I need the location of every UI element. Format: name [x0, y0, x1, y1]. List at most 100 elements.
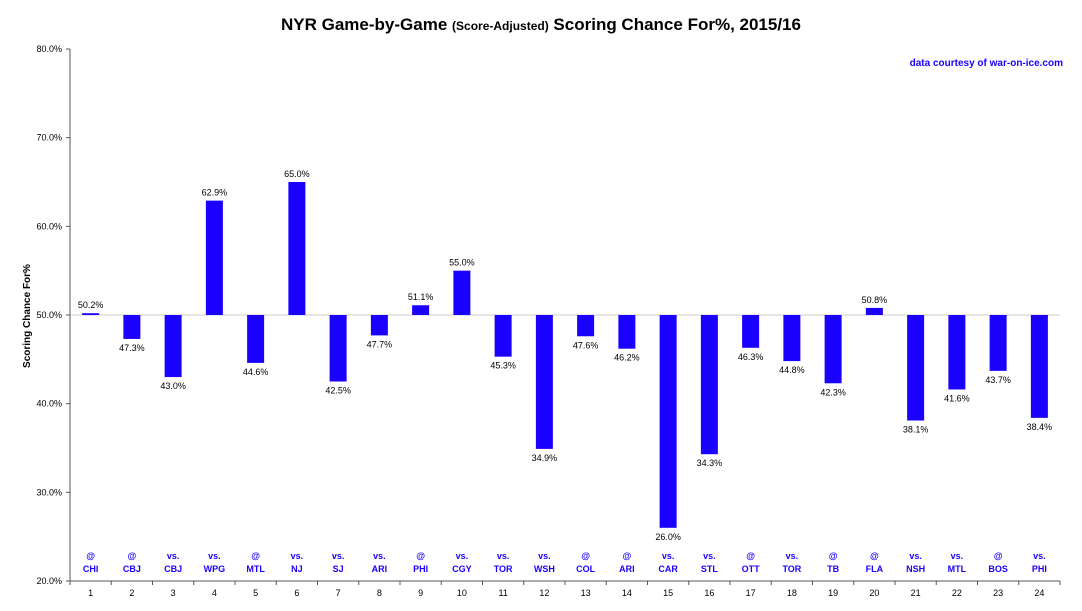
data-label-game-7: 42.5%: [325, 386, 351, 396]
opponent-prefix-game-2: @: [127, 551, 136, 561]
data-label-game-11: 45.3%: [490, 361, 516, 371]
x-tick-label-game-1: 1: [88, 588, 93, 598]
opponent-team-game-17: OTT: [742, 564, 760, 574]
opponent-prefix-game-5: @: [251, 551, 260, 561]
bar-game-18: [783, 315, 801, 362]
x-tick-label-game-9: 9: [418, 588, 423, 598]
bar-game-19: [824, 315, 842, 384]
data-credit: data courtesy of war-on-ice.com: [910, 58, 1063, 69]
data-label-game-1: 50.2%: [78, 300, 104, 310]
x-tick-label-game-8: 8: [377, 588, 382, 598]
bar-game-15: [659, 315, 677, 528]
data-label-game-6: 65.0%: [284, 169, 310, 179]
data-label-game-18: 44.8%: [779, 365, 805, 375]
opponent-team-game-21: NSH: [906, 564, 925, 574]
x-tick-label-game-19: 19: [828, 588, 838, 598]
opponent-team-game-18: TOR: [782, 564, 801, 574]
opponent-prefix-game-14: @: [622, 551, 631, 561]
bar-game-22: [948, 315, 966, 390]
opponent-team-game-12: WSH: [534, 564, 555, 574]
data-label-game-2: 47.3%: [119, 343, 145, 353]
opponent-team-game-7: SJ: [333, 564, 344, 574]
data-label-game-20: 50.8%: [862, 295, 888, 305]
bar-game-2: [123, 315, 141, 339]
opponent-team-game-22: MTL: [948, 564, 967, 574]
opponent-prefix-game-8: vs.: [373, 551, 386, 561]
bar-game-9: [412, 305, 430, 315]
x-tick-label-game-2: 2: [129, 588, 134, 598]
opponent-team-game-8: ARI: [372, 564, 388, 574]
opponent-prefix-game-9: @: [416, 551, 425, 561]
x-tick-label-game-7: 7: [336, 588, 341, 598]
opponent-prefix-game-3: vs.: [167, 551, 180, 561]
x-tick-label-game-10: 10: [457, 588, 467, 598]
opponent-prefix-game-22: vs.: [951, 551, 964, 561]
opponent-prefix-game-19: @: [829, 551, 838, 561]
bar-game-5: [247, 315, 265, 363]
opponent-team-game-24: PHI: [1032, 564, 1047, 574]
x-tick-label-game-5: 5: [253, 588, 258, 598]
bar-game-12: [535, 315, 553, 449]
data-label-game-5: 44.6%: [243, 367, 269, 377]
opponent-team-game-15: CAR: [658, 564, 678, 574]
bar-game-23: [989, 315, 1007, 371]
opponent-team-game-2: CBJ: [123, 564, 141, 574]
x-tick-label-game-13: 13: [581, 588, 591, 598]
y-tick-label: 30.0%: [36, 487, 62, 497]
x-tick-label-game-16: 16: [704, 588, 714, 598]
data-label-game-24: 38.4%: [1027, 422, 1053, 432]
data-label-game-8: 47.7%: [367, 339, 393, 349]
opponent-prefix-game-10: vs.: [456, 551, 469, 561]
opponent-team-game-4: WPG: [204, 564, 226, 574]
y-axis-label: Scoring Chance For%: [22, 264, 33, 368]
y-tick-label: 50.0%: [36, 310, 62, 320]
data-label-game-10: 55.0%: [449, 258, 475, 268]
data-label-game-13: 47.6%: [573, 340, 599, 350]
data-label-game-23: 43.7%: [985, 375, 1011, 385]
data-label-game-4: 62.9%: [202, 188, 228, 198]
opponent-prefix-game-12: vs.: [538, 551, 551, 561]
data-label-game-3: 43.0%: [160, 381, 186, 391]
data-label-game-14: 46.2%: [614, 353, 640, 363]
opponent-prefix-game-17: @: [746, 551, 755, 561]
opponent-team-game-9: PHI: [413, 564, 428, 574]
x-tick-label-game-17: 17: [746, 588, 756, 598]
x-tick-label-game-15: 15: [663, 588, 673, 598]
x-tick-label-game-22: 22: [952, 588, 962, 598]
opponent-team-game-1: CHI: [83, 564, 99, 574]
data-label-game-17: 46.3%: [738, 352, 764, 362]
bar-game-1: [82, 313, 100, 315]
opponent-prefix-game-18: vs.: [786, 551, 799, 561]
chart-title-part-3: Scoring Chance For%, 2015/16: [549, 15, 801, 34]
opponent-team-game-20: FLA: [866, 564, 884, 574]
bar-game-3: [164, 315, 182, 378]
bar-game-14: [618, 315, 636, 349]
x-tick-label-game-12: 12: [539, 588, 549, 598]
y-tick-label: 20.0%: [36, 576, 62, 586]
opponent-prefix-game-4: vs.: [208, 551, 221, 561]
opponent-team-game-19: TB: [827, 564, 839, 574]
opponent-prefix-game-20: @: [870, 551, 879, 561]
data-label-game-16: 34.3%: [697, 458, 723, 468]
bar-game-13: [577, 315, 595, 337]
x-tick-label-game-14: 14: [622, 588, 632, 598]
x-tick-label-game-21: 21: [911, 588, 921, 598]
chart-title-part-1: NYR Game-by-Game: [281, 15, 452, 34]
chart-title: NYR Game-by-Game (Score-Adjusted) Scorin…: [281, 15, 801, 34]
x-tick-label-game-4: 4: [212, 588, 217, 598]
opponent-team-game-5: MTL: [246, 564, 265, 574]
y-tick-label: 70.0%: [36, 133, 62, 143]
bar-game-17: [742, 315, 760, 348]
opponent-prefix-game-24: vs.: [1033, 551, 1046, 561]
data-label-game-12: 34.9%: [532, 453, 558, 463]
bar-game-10: [453, 270, 471, 315]
opponent-team-game-16: STL: [701, 564, 719, 574]
opponent-prefix-game-11: vs.: [497, 551, 510, 561]
data-label-game-9: 51.1%: [408, 292, 434, 302]
data-label-game-22: 41.6%: [944, 393, 970, 403]
opponent-team-game-14: ARI: [619, 564, 635, 574]
bar-game-21: [907, 315, 925, 421]
opponent-prefix-game-7: vs.: [332, 551, 345, 561]
